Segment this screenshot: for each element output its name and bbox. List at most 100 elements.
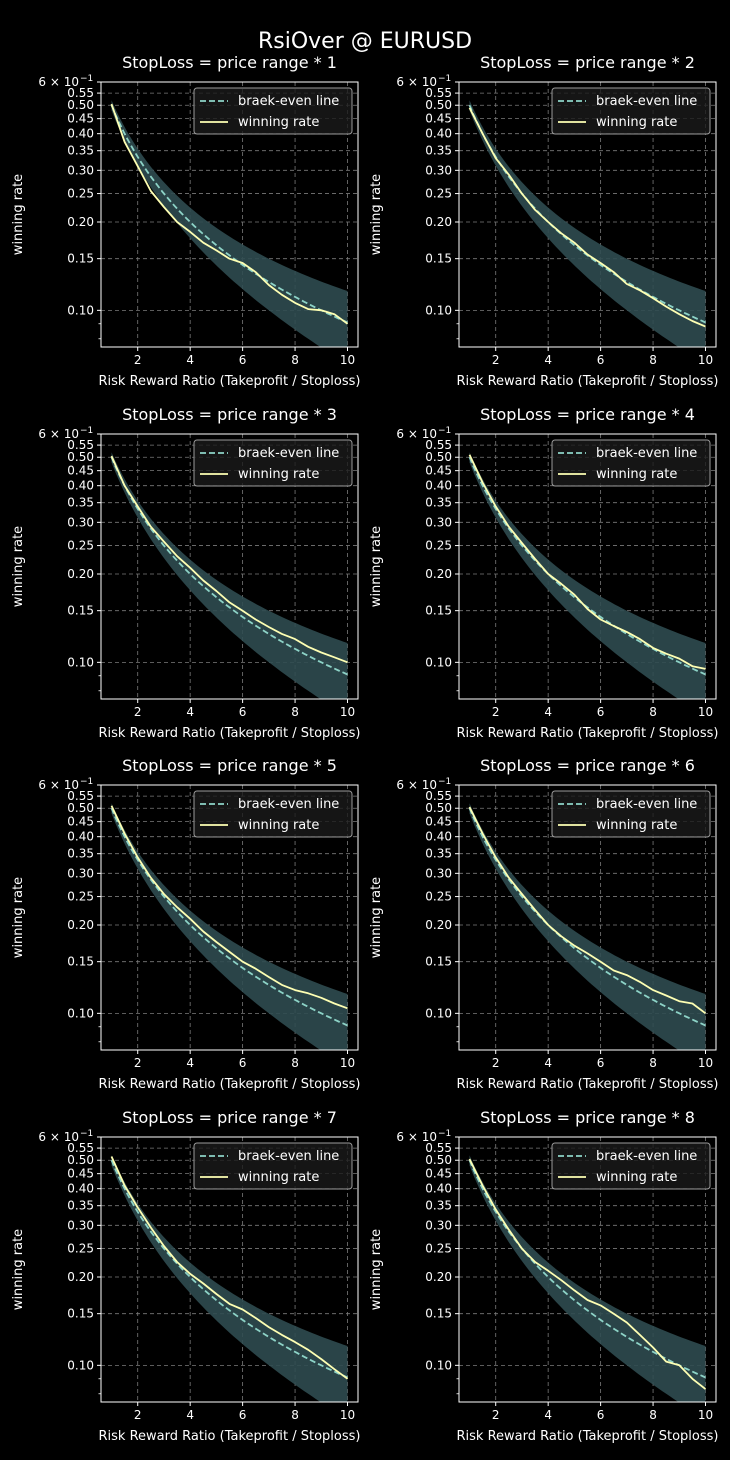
x-tick-label: 4 — [544, 1056, 552, 1070]
x-tick-label: 8 — [649, 353, 657, 367]
y-tick-label: 0.55 — [425, 86, 452, 100]
y-tick-label: 0.20 — [67, 567, 94, 581]
x-tick-label: 6 — [239, 1408, 247, 1422]
y-tick-label: 0.35 — [67, 496, 94, 510]
y-tick-label: 0.30 — [425, 1218, 452, 1232]
x-tick-label: 2 — [492, 1408, 500, 1422]
subplot-title: StopLoss = price range * 2 — [480, 53, 695, 72]
y-tick-label: 0.50 — [425, 1153, 452, 1167]
x-tick-label: 10 — [340, 1408, 355, 1422]
y-tick-label: 0.25 — [425, 539, 452, 553]
series-line-winning-rate — [468, 107, 706, 328]
y-tick-label: 0.10 — [67, 1358, 94, 1372]
y-tick-label: 0.25 — [67, 539, 94, 553]
y-tick-label: 0.25 — [67, 890, 94, 904]
y-tick-label: 0.10 — [67, 655, 94, 669]
y-axis-label: winning rate — [369, 877, 384, 958]
legend-item-winning-rate-label: winning rate — [596, 818, 677, 833]
y-tick-label: 0.25 — [425, 1242, 452, 1256]
y-top-tick-exponent: −1 — [80, 777, 93, 787]
x-tick-label: 10 — [340, 705, 355, 719]
confidence-band — [111, 100, 348, 347]
legend-item-winning-rate-label: winning rate — [596, 467, 677, 482]
legend-box — [551, 1142, 711, 1190]
y-tick-label: 0.20 — [425, 918, 452, 932]
subplot-6: StopLoss = price range * 6 2 4 6 8 10 0.10 0.15… — [369, 756, 718, 1092]
confidence-band — [469, 100, 706, 347]
y-tick-label: 0.35 — [425, 496, 452, 510]
y-tick-label: 0.40 — [67, 479, 94, 493]
axes-frame — [100, 1136, 359, 1403]
legend-box — [193, 1142, 353, 1190]
x-tick-label: 2 — [492, 1056, 500, 1070]
y-axis-label: winning rate — [11, 877, 26, 958]
series-line-breakeven — [110, 104, 348, 324]
y-tick-label: 0.45 — [425, 815, 452, 829]
x-tick-label: 8 — [649, 1408, 657, 1422]
subplot-title: StopLoss = price range * 8 — [480, 1108, 695, 1127]
x-tick-label: 8 — [649, 705, 657, 719]
y-tick-label: 0.35 — [67, 1199, 94, 1213]
x-tick-label: 8 — [649, 1056, 657, 1070]
subplot-title: StopLoss = price range * 1 — [122, 53, 337, 72]
y-tick-label: 0.40 — [67, 830, 94, 844]
x-axis-label: Risk Reward Ratio (Takeprofit / Stoploss… — [457, 1077, 719, 1092]
x-tick-label: 10 — [698, 1408, 713, 1422]
series-line-breakeven — [468, 456, 706, 676]
y-axis-label: winning rate — [11, 526, 26, 607]
legend: braek-even line winning rate — [551, 87, 711, 135]
legend: braek-even line winning rate — [193, 1142, 353, 1190]
legend-item-winning-rate-label: winning rate — [238, 115, 319, 130]
y-tick-label: 0.25 — [425, 187, 452, 201]
y-top-tick-label: 6 × 10 — [38, 75, 79, 89]
series-line-breakeven — [110, 1159, 348, 1379]
y-tick-label: 0.55 — [67, 86, 94, 100]
series-line-winning-rate — [110, 455, 348, 664]
x-tick-label: 4 — [186, 1408, 194, 1422]
subplot-5: StopLoss = price range * 5 2 4 6 8 10 0.10 0.15… — [11, 756, 360, 1092]
y-tick-label: 0.45 — [425, 464, 452, 478]
subplot-grid: StopLoss = price range * 1 2 4 6 8 10 0.10 0.15… — [11, 53, 718, 1444]
axes-frame — [100, 433, 359, 700]
x-axis-label: Risk Reward Ratio (Takeprofit / Stoploss… — [457, 726, 719, 741]
x-tick-label: 10 — [340, 353, 355, 367]
y-tick-label: 0.45 — [425, 112, 452, 126]
y-tick-label: 0.55 — [425, 1141, 452, 1155]
y-axis-label: winning rate — [11, 1229, 26, 1310]
y-tick-label: 0.35 — [425, 1199, 452, 1213]
y-tick-label: 0.30 — [67, 163, 94, 177]
x-tick-label: 8 — [291, 1408, 299, 1422]
confidence-band — [111, 1155, 348, 1402]
y-tick-label: 0.45 — [425, 1167, 452, 1181]
y-tick-label: 0.15 — [425, 1307, 452, 1321]
legend-item-breakeven-label: braek-even line — [238, 446, 339, 461]
legend-item-winning-rate-label: winning rate — [238, 818, 319, 833]
y-tick-label: 0.15 — [67, 252, 94, 266]
x-tick-label: 4 — [186, 353, 194, 367]
legend-item-breakeven-label: braek-even line — [596, 94, 697, 109]
subplot-title: StopLoss = price range * 3 — [122, 405, 337, 424]
y-top-tick-exponent: −1 — [438, 777, 451, 787]
y-tick-label: 0.10 — [425, 1358, 452, 1372]
confidence-band — [469, 452, 706, 699]
y-tick-label: 0.10 — [425, 655, 452, 669]
y-top-tick-label: 6 × 10 — [396, 427, 437, 441]
y-tick-label: 0.30 — [425, 866, 452, 880]
y-top-tick-exponent: −1 — [438, 1129, 451, 1139]
axes-frame — [458, 1136, 717, 1403]
y-tick-label: 0.50 — [67, 450, 94, 464]
x-tick-label: 4 — [544, 353, 552, 367]
y-axis-label: winning rate — [11, 174, 26, 255]
y-tick-label: 0.15 — [67, 604, 94, 618]
legend-item-winning-rate-label: winning rate — [596, 115, 677, 130]
y-tick-label: 0.50 — [67, 1153, 94, 1167]
legend: braek-even line winning rate — [193, 439, 353, 487]
y-tick-label: 0.30 — [425, 515, 452, 529]
legend: braek-even line winning rate — [551, 790, 711, 838]
series-line-breakeven — [110, 807, 348, 1027]
x-axis-label: Risk Reward Ratio (Takeprofit / Stoploss… — [457, 1429, 719, 1444]
x-axis-label: Risk Reward Ratio (Takeprofit / Stoploss… — [99, 1429, 361, 1444]
y-tick-label: 0.25 — [67, 187, 94, 201]
legend-item-breakeven-label: braek-even line — [596, 1149, 697, 1164]
y-tick-label: 0.50 — [67, 801, 94, 815]
